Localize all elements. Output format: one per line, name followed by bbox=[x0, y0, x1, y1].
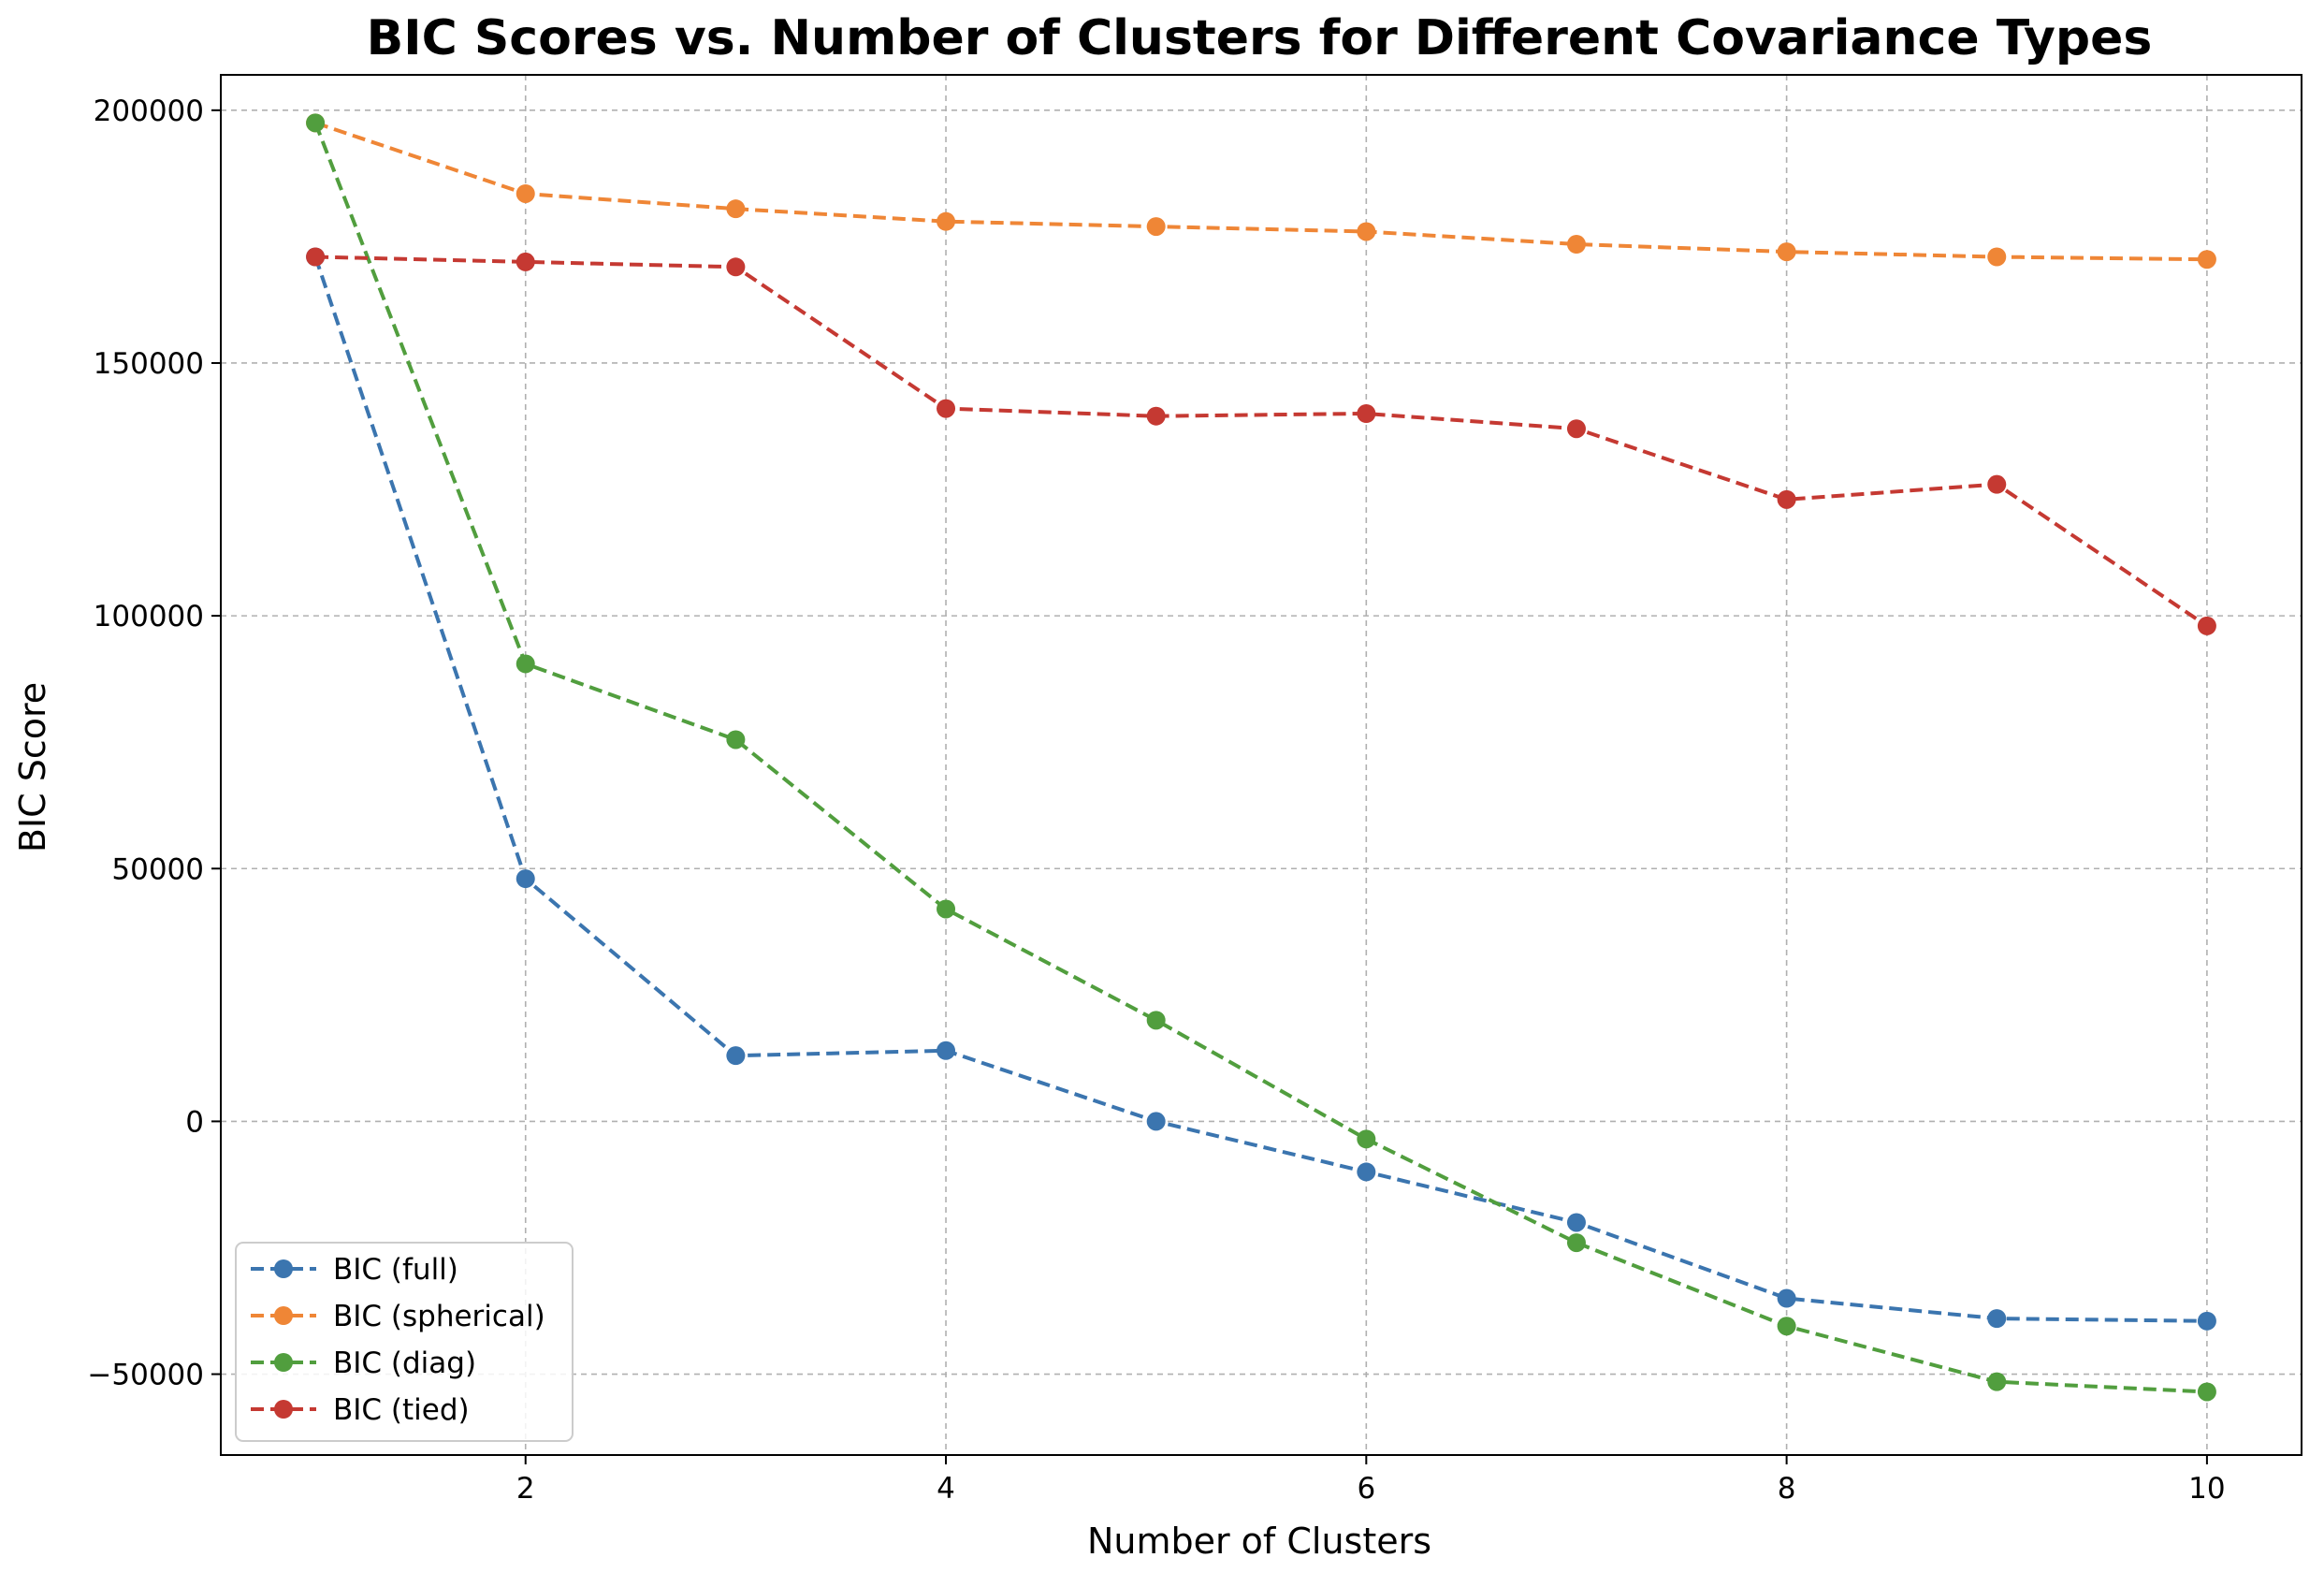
data-point bbox=[1566, 1233, 1586, 1253]
data-point bbox=[937, 211, 956, 231]
legend-marker bbox=[274, 1400, 293, 1419]
legend-label: BIC (diag) bbox=[333, 1346, 476, 1380]
data-point bbox=[516, 869, 535, 889]
legend-label: BIC (spherical) bbox=[333, 1300, 545, 1333]
data-point bbox=[726, 730, 746, 750]
data-point bbox=[1987, 1309, 2007, 1329]
legend-item: BIC (spherical) bbox=[251, 1300, 545, 1333]
data-point bbox=[1146, 217, 1166, 237]
data-point bbox=[2197, 250, 2216, 269]
data-point bbox=[1357, 1162, 1376, 1182]
data-point bbox=[726, 257, 746, 277]
data-point bbox=[937, 899, 956, 919]
data-point bbox=[1146, 406, 1166, 426]
series-line bbox=[314, 121, 2207, 262]
data-point bbox=[516, 654, 535, 674]
data-point bbox=[1566, 1213, 1586, 1232]
legend-item: BIC (diag) bbox=[251, 1346, 476, 1380]
legend-item: BIC (full) bbox=[251, 1253, 458, 1287]
data-point bbox=[937, 399, 956, 418]
y-tick-label: 100000 bbox=[94, 600, 204, 633]
y-tick-label: −50000 bbox=[87, 1359, 204, 1392]
data-point bbox=[1357, 222, 1376, 241]
legend-marker bbox=[274, 1259, 293, 1278]
data-point bbox=[1777, 242, 1796, 262]
data-point bbox=[1987, 247, 2007, 267]
data-point bbox=[1566, 419, 1586, 439]
data-point bbox=[726, 199, 746, 219]
data-point bbox=[1987, 1372, 2007, 1391]
legend-item: BIC (tied) bbox=[251, 1393, 470, 1427]
data-point bbox=[306, 247, 326, 267]
axis-ticks: 2 4 6 8 10 −50000 0 50000 100000 150000 200000 bbox=[87, 95, 2225, 1506]
data-point bbox=[1777, 1317, 1796, 1336]
data-point bbox=[2197, 616, 2216, 635]
series-3 bbox=[306, 247, 2216, 635]
data-point bbox=[1357, 403, 1376, 423]
legend-box bbox=[235, 1242, 574, 1442]
y-tick-label: 150000 bbox=[94, 347, 204, 381]
y-tick-label: 0 bbox=[185, 1105, 204, 1139]
data-point bbox=[1777, 489, 1796, 509]
chart-title: BIC Scores vs. Number of Clusters for Di… bbox=[367, 10, 2153, 66]
legend-label: BIC (full) bbox=[333, 1253, 458, 1287]
data-point bbox=[937, 1041, 956, 1060]
series-line bbox=[313, 255, 2207, 1323]
data-point bbox=[1566, 234, 1586, 254]
legend: BIC (full) BIC (spherical) BIC (diag) BIC (… bbox=[235, 1242, 574, 1442]
series-layer bbox=[306, 113, 2216, 1402]
series-line bbox=[315, 255, 2209, 628]
data-point bbox=[306, 113, 326, 133]
data-point bbox=[1357, 1129, 1376, 1149]
x-tick-label: 10 bbox=[2188, 1472, 2225, 1506]
plot-frame bbox=[220, 74, 2302, 1456]
y-tick-label: 200000 bbox=[94, 95, 204, 128]
data-point bbox=[516, 252, 535, 271]
x-tick-label: 6 bbox=[1357, 1472, 1375, 1506]
data-point bbox=[1777, 1288, 1796, 1308]
legend-marker bbox=[274, 1353, 293, 1372]
series-2 bbox=[306, 113, 2216, 1402]
data-point bbox=[2197, 1311, 2216, 1331]
data-point bbox=[516, 183, 535, 203]
series-line bbox=[313, 122, 2207, 1394]
data-point bbox=[1987, 474, 2007, 494]
x-tick-label: 8 bbox=[1778, 1472, 1796, 1506]
data-point bbox=[1146, 1112, 1166, 1131]
legend-label: BIC (tied) bbox=[333, 1393, 470, 1427]
x-axis-label: Number of Clusters bbox=[1087, 1521, 1431, 1562]
y-axis-label: BIC Score bbox=[12, 682, 53, 852]
legend-marker bbox=[274, 1306, 293, 1325]
x-tick-label: 4 bbox=[937, 1472, 955, 1506]
data-point bbox=[2197, 1382, 2216, 1402]
y-tick-label: 50000 bbox=[111, 852, 204, 886]
x-tick-label: 2 bbox=[516, 1472, 535, 1506]
grid bbox=[221, 75, 2302, 1455]
data-point bbox=[726, 1046, 746, 1066]
data-point bbox=[1146, 1011, 1166, 1030]
